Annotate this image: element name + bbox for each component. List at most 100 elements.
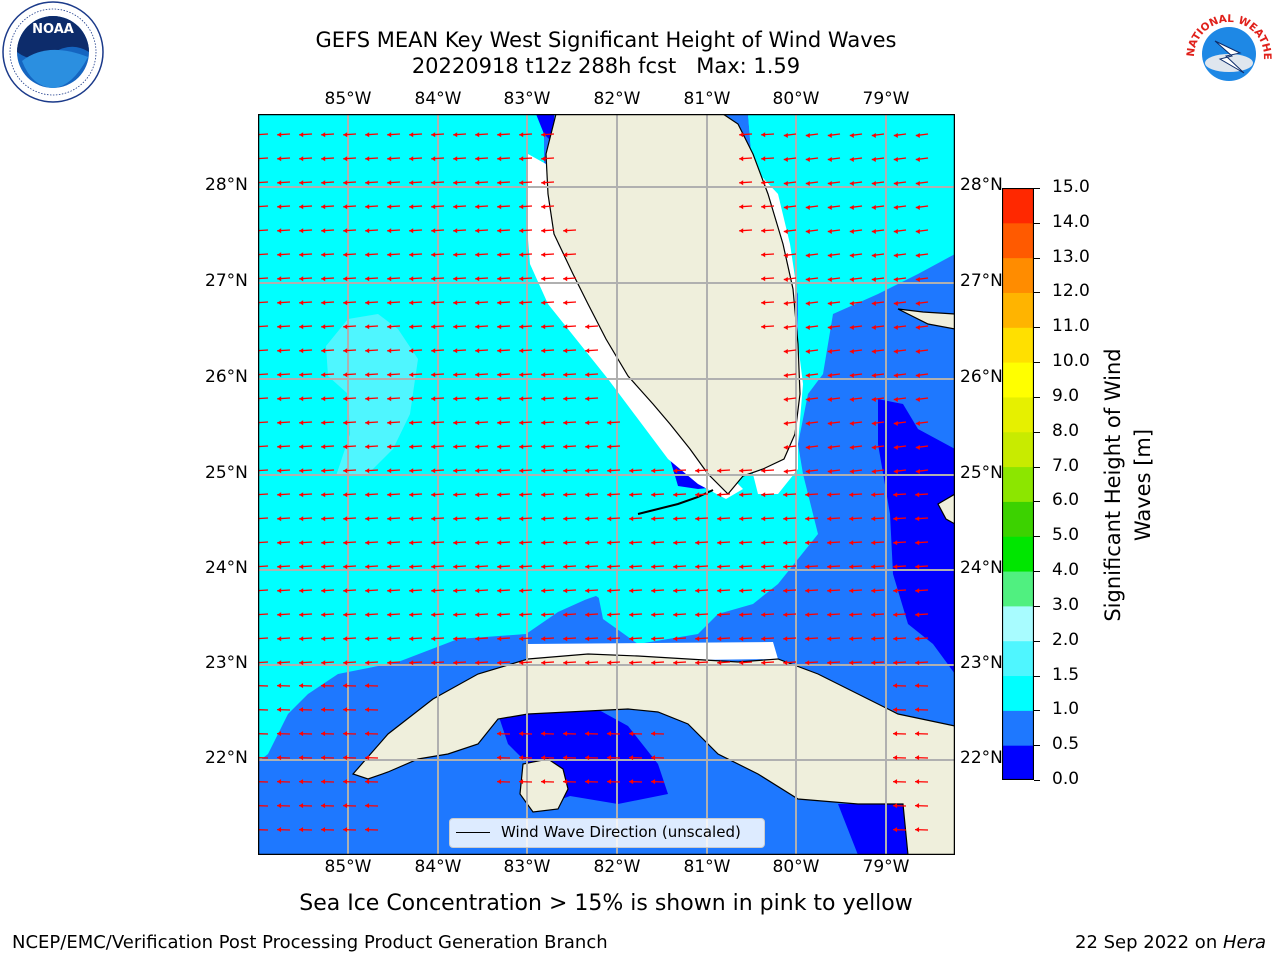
wave-arrow-head <box>387 252 392 258</box>
wave-arrow-head <box>321 827 326 833</box>
wave-arrow-head <box>453 444 458 450</box>
wave-arrow-head <box>871 373 876 379</box>
wave-arrow-head <box>519 540 524 546</box>
wave-arrow-head <box>893 469 898 475</box>
wave-arrow-head <box>453 420 458 426</box>
wave-arrow-head <box>629 588 634 594</box>
wave-arrow-head <box>343 396 348 402</box>
colorbar-tick-mark <box>1034 257 1040 259</box>
wave-arrow-head <box>365 300 370 306</box>
wave-arrow-head <box>585 636 590 642</box>
wave-arrow-head <box>629 755 634 761</box>
wave-arrow-head <box>475 492 480 498</box>
wave-arrow-head <box>321 324 326 330</box>
wave-arrow-head <box>321 612 326 618</box>
wave-arrow-head <box>827 564 832 570</box>
wave-arrow-head <box>849 612 854 618</box>
longitude-label-top: 85°W <box>324 89 372 109</box>
wave-arrow-head <box>717 540 722 546</box>
wave-arrow-head <box>299 468 304 474</box>
wave-arrow-head <box>409 204 414 210</box>
wave-arrow-head <box>541 228 546 234</box>
colorbar-tick-mark <box>1034 536 1040 538</box>
colorbar-tick-label: 0.0 <box>1052 769 1080 789</box>
wave-arrow-head <box>717 516 722 522</box>
wave-arrow <box>255 589 269 592</box>
wave-arrow-head <box>277 420 282 426</box>
wave-arrow-head <box>365 372 370 378</box>
wave-arrow <box>255 253 269 256</box>
wave-arrow-head <box>343 252 348 258</box>
wave-arrow-head <box>475 228 480 234</box>
wave-arrow-head <box>453 204 458 210</box>
colorbar-tick-label: 1.5 <box>1052 664 1080 685</box>
wave-arrow-head <box>475 204 480 210</box>
wave-arrow-head <box>541 300 546 306</box>
wave-arrow-head <box>541 348 546 354</box>
colorbar-tick-mark <box>1034 327 1040 329</box>
wave-arrow-head <box>739 588 744 594</box>
colorbar-tick-mark <box>1034 745 1040 747</box>
wave-arrow-head <box>739 132 744 138</box>
wave-arrow-head <box>893 325 898 331</box>
wave-arrow-head <box>475 636 480 642</box>
wave-arrow-head <box>761 612 766 618</box>
wave-arrow-head <box>277 444 282 450</box>
wave-arrow-head <box>563 516 568 522</box>
wave-arrow-head <box>409 276 414 282</box>
wave-arrow-head <box>585 612 590 618</box>
wave-arrow-head <box>387 660 392 666</box>
wave-arrow-head <box>651 779 656 785</box>
wave-arrow-head <box>827 301 832 307</box>
wave-arrow-head <box>277 180 282 186</box>
wave-arrow-head <box>739 564 744 570</box>
wave-arrow-head <box>343 827 348 833</box>
wave-arrow-head <box>519 420 524 426</box>
wave-arrow-head <box>827 277 832 283</box>
wave-arrow-head <box>849 397 854 403</box>
wave-arrow-head <box>871 612 876 618</box>
wave-arrow-head <box>453 564 458 570</box>
wave-arrow-head <box>871 229 876 235</box>
colorbar-tick-label: 4.0 <box>1052 560 1080 581</box>
wave-arrow-head <box>585 372 590 378</box>
wave-arrow-head <box>475 300 480 306</box>
wave-arrow-head <box>365 612 370 618</box>
colorbar-tick-mark <box>1034 188 1040 189</box>
wave-arrow-head <box>607 636 612 642</box>
wave-arrow-head <box>805 492 810 498</box>
wave-arrow-head <box>497 132 502 138</box>
wave-arrow-head <box>783 540 788 546</box>
map-legend: Wind Wave Direction (unscaled) <box>449 818 765 848</box>
wave-arrow-head <box>871 421 876 427</box>
wave-arrow-head <box>365 156 370 162</box>
wave-arrow-head <box>321 372 326 378</box>
wave-arrow-head <box>563 779 568 785</box>
colorbar-tick-label: 8.0 <box>1052 420 1080 441</box>
wave-arrow-head <box>409 444 414 450</box>
wave-arrow-head <box>761 228 766 234</box>
footer-right: 22 Sep 2022 on Hera <box>1075 932 1266 953</box>
wave-arrow-head <box>519 276 524 282</box>
wave-arrow-head <box>607 779 612 785</box>
latitude-label-left: 28°N <box>205 175 248 195</box>
wave-arrow-head <box>343 372 348 378</box>
wave-arrow-head <box>651 660 656 666</box>
wave-arrow-head <box>915 469 920 475</box>
wave-arrow-head <box>563 372 568 378</box>
wave-arrow-head <box>915 540 920 546</box>
wave-arrow-head <box>343 636 348 642</box>
wave-arrow-head <box>827 421 832 427</box>
wave-arrow-head <box>519 492 524 498</box>
wave-arrow-head <box>915 660 920 666</box>
wave-arrow-head <box>409 396 414 402</box>
wave-arrow-head <box>365 636 370 642</box>
wave-arrow-head <box>541 779 546 785</box>
wave-arrow-head <box>321 588 326 594</box>
wave-arrow-head <box>321 180 326 186</box>
wave-arrow-head <box>739 156 744 162</box>
wave-arrow-head <box>585 444 590 450</box>
wave-arrow-head <box>761 324 766 330</box>
colorbar-tick-mark <box>1034 501 1040 503</box>
wave-arrow-head <box>695 612 700 618</box>
